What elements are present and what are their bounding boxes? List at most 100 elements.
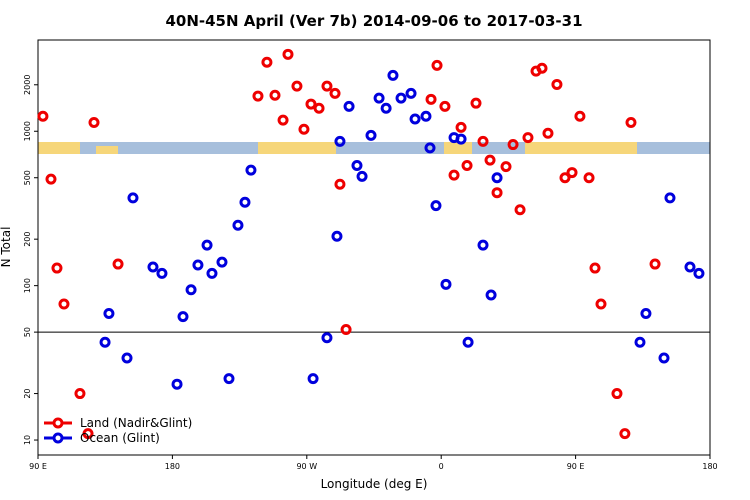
point [331,230,343,242]
point [684,261,696,273]
point [112,258,124,270]
y-tick-label: 500 [23,170,32,185]
point [387,69,399,81]
point [491,187,503,199]
point [99,336,111,348]
point [424,142,436,154]
point [462,336,474,348]
point [619,428,631,440]
land-band [38,142,80,154]
point [522,132,534,144]
point [261,56,273,68]
point [82,428,94,440]
x-tick-label: 90 E [567,462,585,471]
point [566,167,578,179]
point [425,93,437,105]
point [321,332,333,344]
point [405,87,417,99]
land-band [96,146,118,154]
point [542,127,554,139]
point [171,378,183,390]
point [507,139,519,151]
point [88,116,100,128]
point [185,284,197,296]
point [127,192,139,204]
point [252,90,264,102]
point [192,259,204,271]
point [559,172,571,184]
y-tick-label: 1000 [23,121,32,141]
point [649,258,661,270]
point [232,219,244,231]
point [291,80,303,92]
land-band [258,142,336,154]
plot-frame [37,39,711,456]
y-axis-label: N Total [0,227,13,268]
point [223,373,235,385]
x-tick-label: 180 [165,462,180,471]
point [477,239,489,251]
point [595,298,607,310]
point [343,100,355,112]
point [45,173,57,185]
point [51,262,63,274]
point [625,116,637,128]
legend-label: Ocean (Glint) [80,431,160,445]
legend-marker [52,417,64,429]
point [640,308,652,320]
chart-title: 40N-45N April (Ver 7b) 2014-09-06 to 201… [165,12,582,30]
point [664,192,676,204]
point [395,92,407,104]
point [551,78,563,90]
point [380,102,392,114]
point [455,121,467,133]
point [431,59,443,71]
y-tick-label: 2000 [23,75,32,95]
x-axis-label: Longitude (deg E) [321,477,428,491]
point [373,92,385,104]
x-tick-label: 0 [439,462,444,471]
x-tick-label: 180 [702,462,717,471]
point [305,98,317,110]
series [37,48,661,440]
point [536,62,548,74]
point [321,80,333,92]
point [298,123,310,135]
point [500,161,512,173]
point [485,289,497,301]
point [307,373,319,385]
point [329,87,341,99]
y-tick-label: 100 [23,278,32,293]
point [313,102,325,114]
legend-marker [52,432,64,444]
legend-label: Land (Nadir&Glint) [80,416,192,430]
point [455,133,467,145]
point [658,352,670,364]
land-ocean-band [38,142,710,154]
y-tick-label: 50 [23,327,32,337]
point [201,239,213,251]
point [461,160,473,172]
point [103,308,115,320]
point [491,172,503,184]
point [269,89,281,101]
point [156,267,168,279]
point [206,267,218,279]
land-band [444,142,472,154]
point [484,154,496,166]
point [121,352,133,364]
point [430,200,442,212]
point [470,97,482,109]
x-tick-label: 90 W [296,462,317,471]
point [58,298,70,310]
point [634,336,646,348]
point [245,164,257,176]
point [439,100,451,112]
point [448,169,460,181]
point [334,178,346,190]
point [514,204,526,216]
point [589,262,601,274]
x-tick-label: 90 E [29,462,47,471]
